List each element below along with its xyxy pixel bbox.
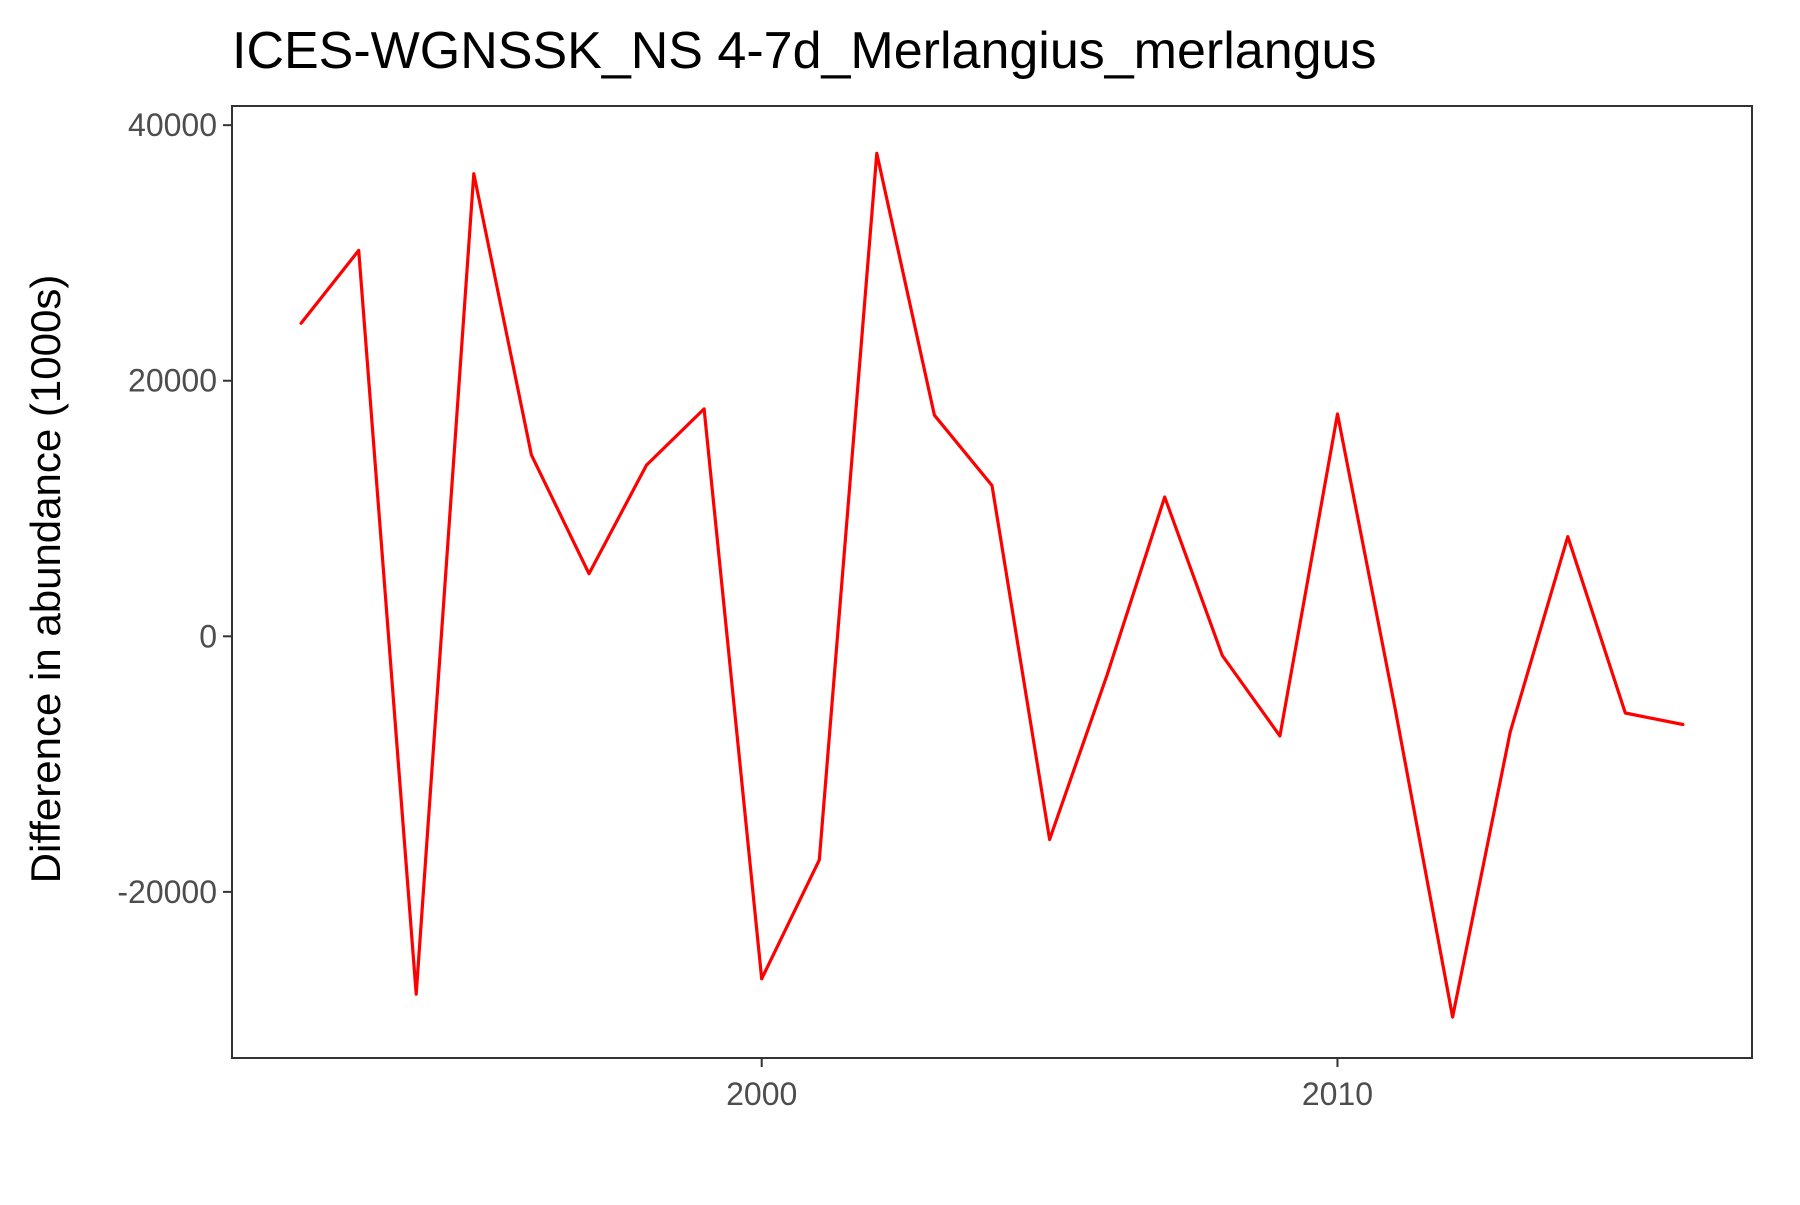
chart-title: ICES-WGNSSK_NS 4-7d_Merlangius_merlangus [232,22,1376,80]
plot-panel-border [231,105,1753,1059]
y-axis-label: Difference in abundance (1000s) [22,275,69,884]
x-tick-label: 2000 [726,1076,797,1112]
y-tick-label: 20000 [128,363,217,399]
series-line-0 [299,151,1685,1019]
y-tick-label: 40000 [128,107,217,143]
y-tick-label: 0 [199,618,217,654]
x-tick-label: 2010 [1302,1076,1373,1112]
x-axis: 2000 2010 [726,1058,1373,1112]
y-axis: 40000 20000 0 -20000 [117,107,232,910]
y-tick-label: -20000 [117,874,217,910]
series-layer [299,151,1685,1019]
